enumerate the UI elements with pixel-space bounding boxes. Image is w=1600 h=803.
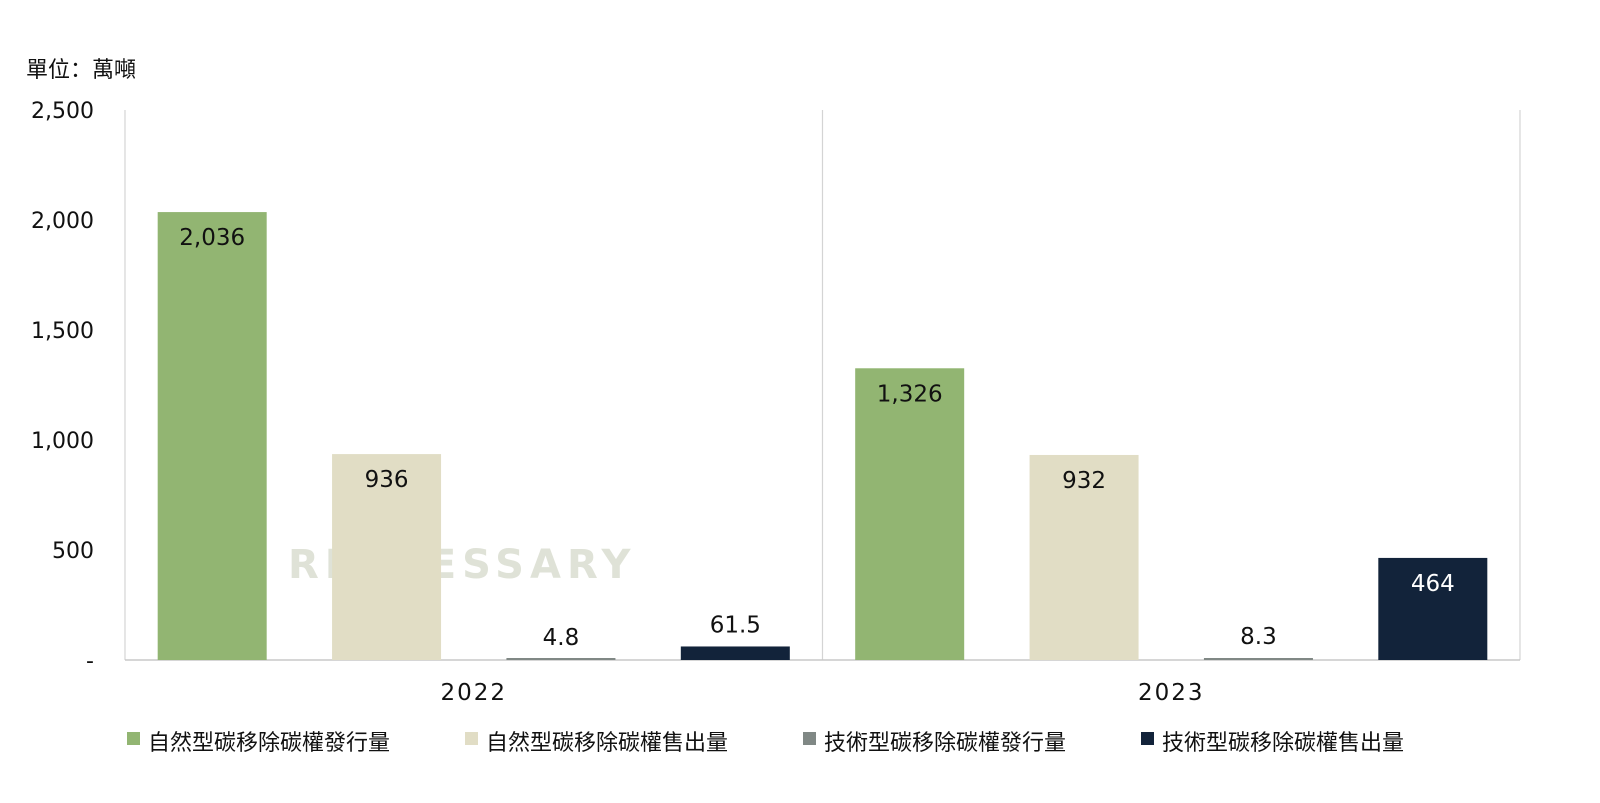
y-tick-label: 2,500: [31, 99, 94, 124]
data-label: 8.3: [1240, 624, 1277, 650]
legend-label: 技術型碳移除碳權售出量: [1162, 731, 1404, 756]
data-labels-layer: 2,036 1,326 936 932 4.8 8.3 61.5 464: [179, 225, 1455, 651]
axes-layer: - 500 1,000 1,500 2,000 2,500 2022 2023: [31, 99, 1521, 706]
data-label: 2,036: [179, 225, 245, 251]
legend-swatch: [1141, 732, 1154, 745]
y-tick-label: 1,000: [31, 429, 94, 454]
bar: [506, 658, 616, 660]
legend-label: 技術型碳移除碳權發行量: [824, 731, 1066, 756]
legend-label: 自然型碳移除碳權發行量: [148, 731, 390, 756]
legend-label: 自然型碳移除碳權售出量: [486, 731, 728, 756]
y-tick-label: -: [86, 649, 94, 674]
unit-label: 單位：萬噸: [26, 58, 136, 83]
data-label: 464: [1411, 571, 1455, 597]
data-label: 4.8: [543, 625, 580, 651]
data-label: 932: [1062, 468, 1106, 494]
bar: [1378, 557, 1488, 660]
bar: [855, 368, 965, 660]
data-label: 936: [365, 467, 409, 493]
data-label: 61.5: [710, 612, 761, 638]
x-category-label: 2023: [1138, 680, 1205, 706]
legend-swatch: [803, 732, 816, 745]
bar: [680, 646, 790, 660]
y-tick-label: 1,500: [31, 319, 94, 344]
legend-swatch: [465, 732, 478, 745]
data-label: 1,326: [877, 381, 943, 407]
bar: [1029, 454, 1139, 660]
y-tick-label: 2,000: [31, 209, 94, 234]
bar: [1203, 658, 1313, 660]
bar: [157, 212, 267, 660]
legend-swatch: [127, 732, 140, 745]
y-tick-label: 500: [52, 539, 94, 564]
legend: 自然型碳移除碳權發行量 自然型碳移除碳權售出量 技術型碳移除碳權發行量 技術型碳移除碳…: [127, 731, 1404, 756]
x-category-label: 2022: [440, 680, 507, 706]
bar: [332, 454, 442, 660]
bars-layer: [157, 212, 1488, 660]
